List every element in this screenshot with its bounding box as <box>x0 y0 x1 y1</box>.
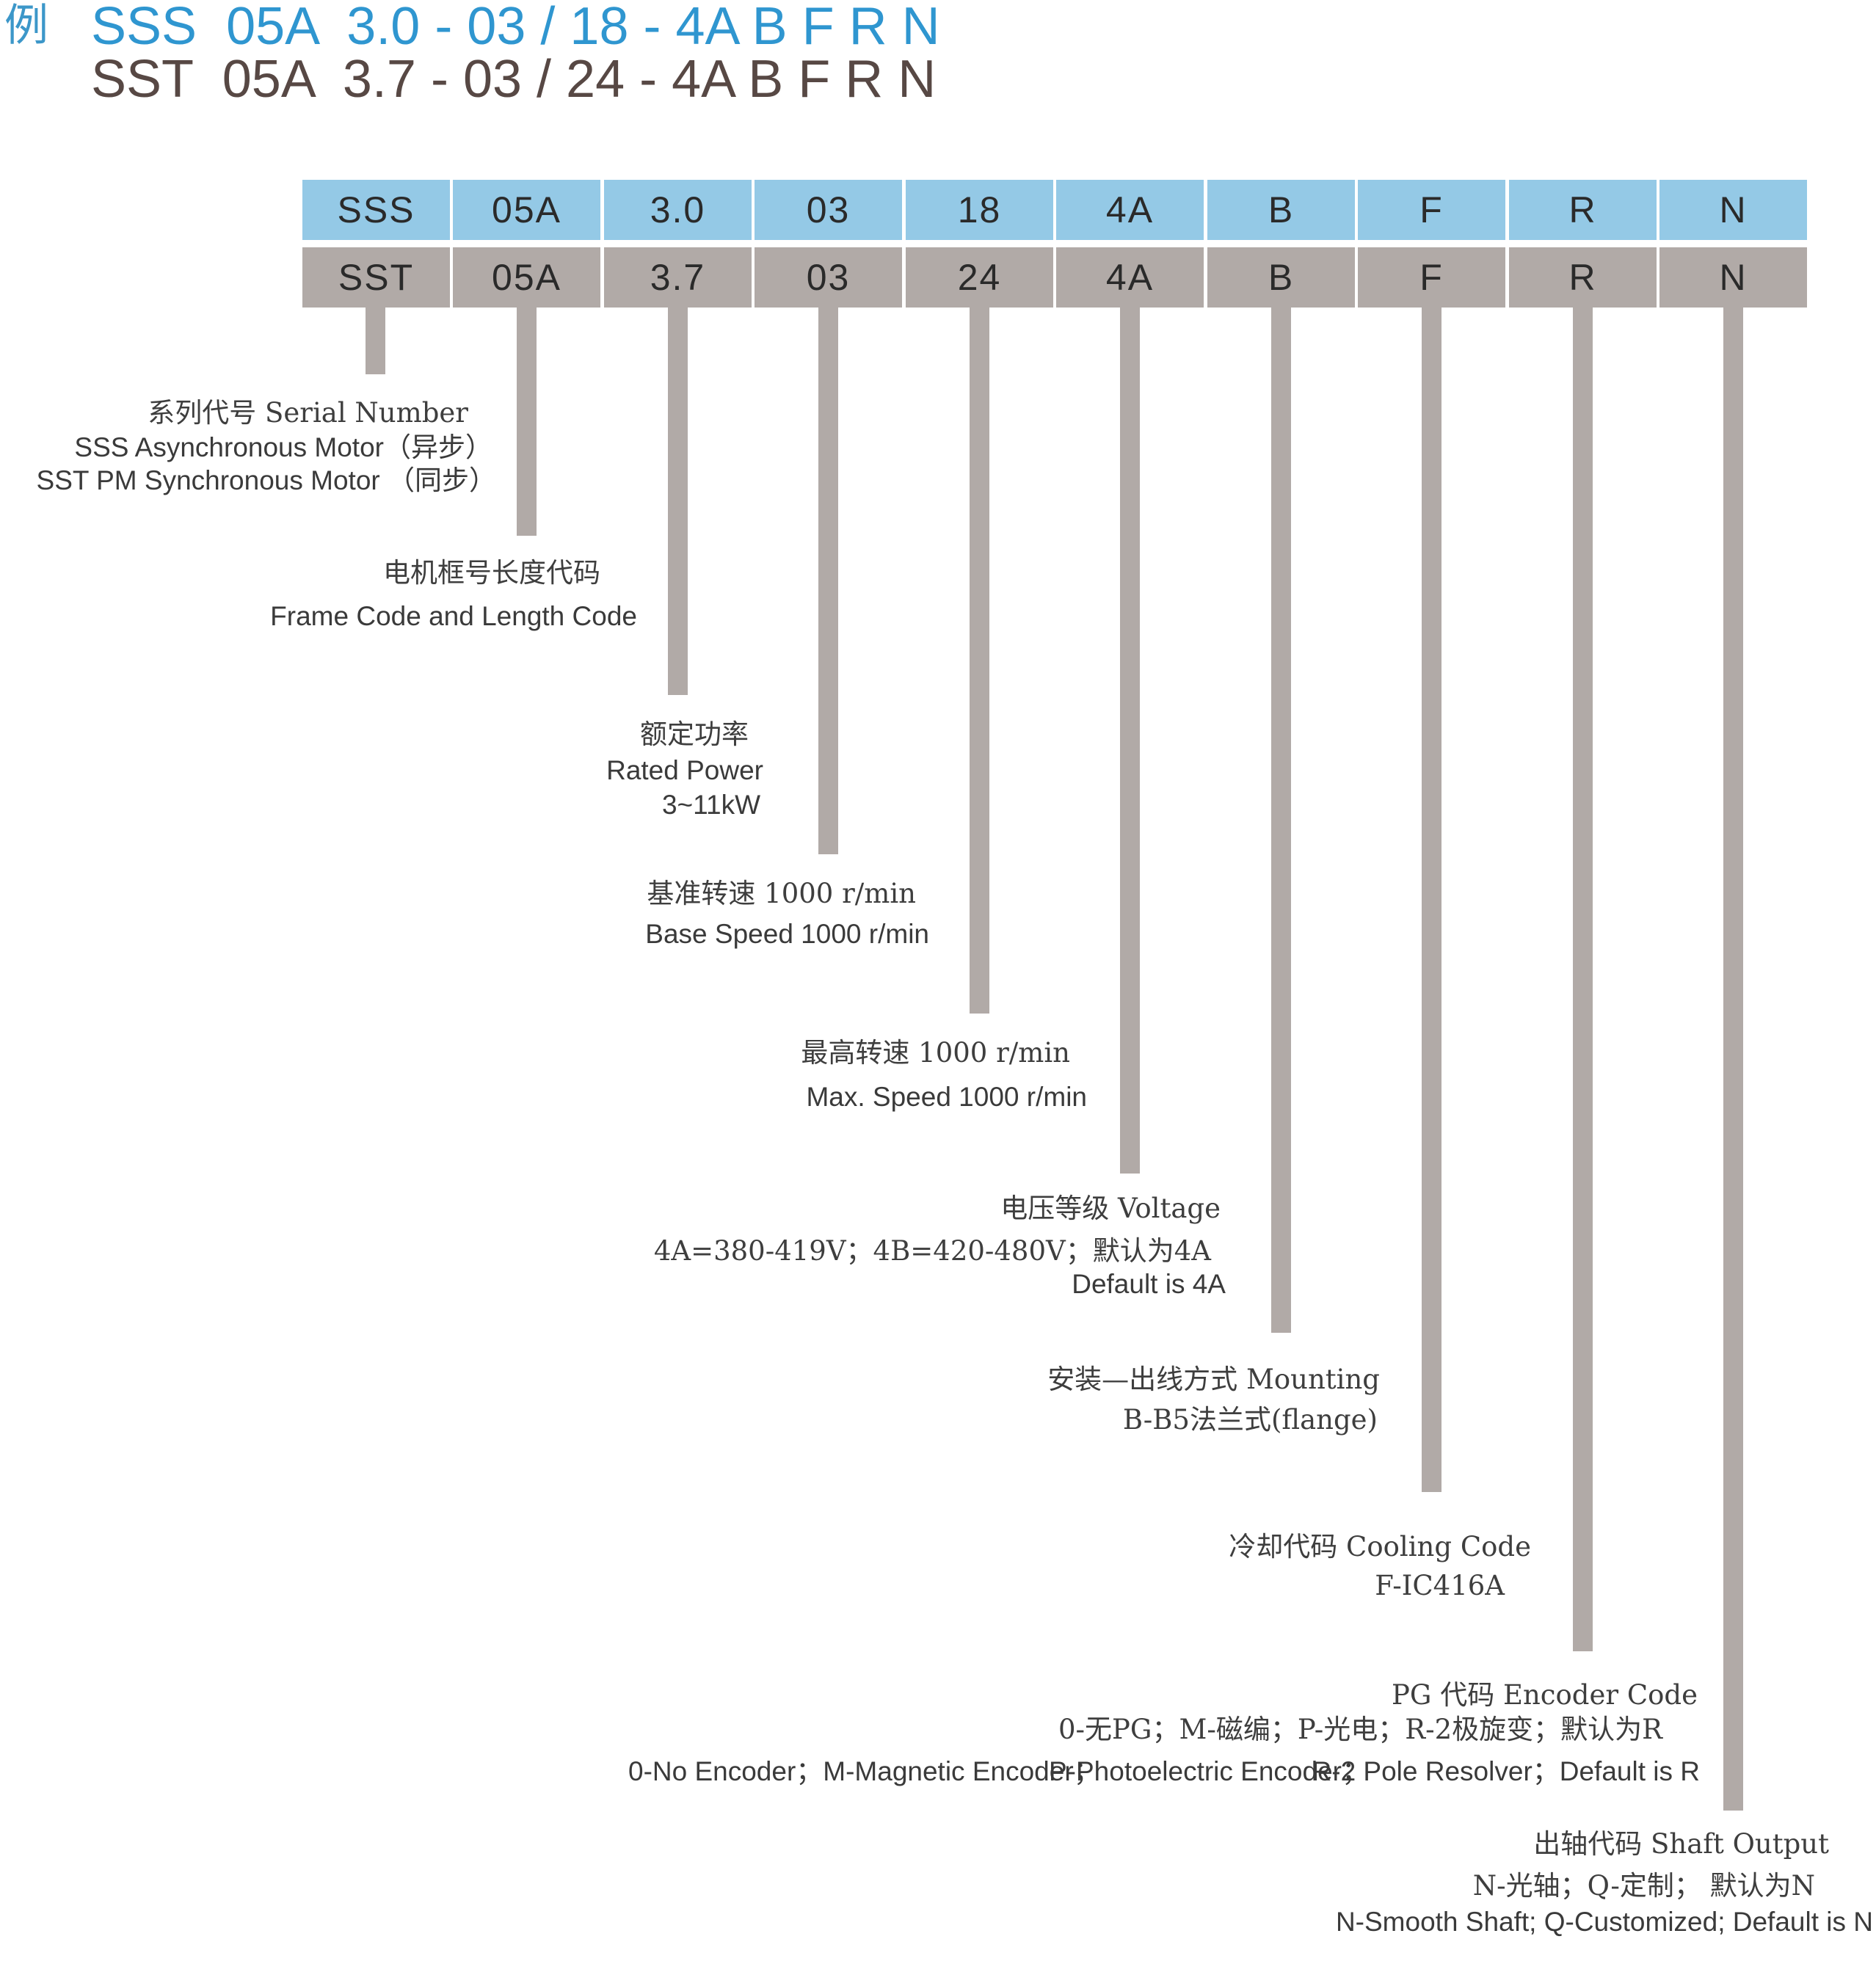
code-cell-voltage-top: 4A <box>1056 180 1204 240</box>
encoder-title: PG 代码 Encoder Code <box>1391 1679 1698 1711</box>
code-cell-base-speed-top: 03 <box>755 180 902 240</box>
mounting-title: 安装—出线方式 Mounting <box>1047 1364 1380 1395</box>
frame-code-title-en: Frame Code and Length Code <box>270 601 637 631</box>
serial-number-title: 系列代号 Serial Number <box>148 397 468 429</box>
code-cell-max-speed-top: 18 <box>906 180 1053 240</box>
max-speed-cn: 最高转速 1000 r/min <box>801 1037 1070 1069</box>
shaft-options-cn: N-光轴；Q-定制； 默认为N <box>1472 1870 1815 1902</box>
encoder-options-en-2: P-Photoelectric Encoder； <box>1049 1756 1369 1786</box>
mounting-option: B-B5法兰式(flange) <box>1122 1404 1378 1436</box>
example-mark: 例 <box>4 0 48 51</box>
rated-power-title-cn: 额定功率 <box>640 718 749 750</box>
connector-cooling <box>1422 308 1441 1492</box>
connector-encoder <box>1573 308 1593 1651</box>
connector-max-speed <box>970 308 989 1014</box>
connector-voltage <box>1120 308 1140 1174</box>
code-cell-power-bottom: 3.7 <box>604 247 752 308</box>
shaft-title: 出轴代码 Shaft Output <box>1533 1828 1829 1860</box>
serial-number-sst: SST PM Synchronous Motor （同步） <box>36 465 496 495</box>
code-cell-voltage-bottom: 4A <box>1056 247 1204 308</box>
code-cell-power-top: 3.0 <box>604 180 752 240</box>
code-cell-frame-bottom: 05A <box>453 247 600 308</box>
code-cell-mounting-bottom: B <box>1207 247 1355 308</box>
code-cell-cooling-top: F <box>1358 180 1505 240</box>
frame-code-title-cn: 电机框号长度代码 <box>383 557 600 589</box>
code-cell-encoder-bottom: R <box>1509 247 1657 308</box>
code-cell-cooling-bottom: F <box>1358 247 1505 308</box>
rated-power-title-en: Rated Power <box>606 755 763 785</box>
voltage-default: Default is 4A <box>1072 1269 1226 1299</box>
code-cell-base-speed-bottom: 03 <box>755 247 902 308</box>
connector-frame <box>517 308 537 536</box>
code-cell-encoder-top: R <box>1509 180 1657 240</box>
code-cell-shaft-bottom: N <box>1659 247 1807 308</box>
voltage-options: 4A=380-419V；4B=420-480V；默认为4A <box>653 1235 1211 1267</box>
serial-number-sss: SSS Asynchronous Motor（异步） <box>74 432 492 462</box>
code-cell-series-top: SSS <box>302 180 450 240</box>
connector-base-speed <box>818 308 838 854</box>
code-cell-frame-top: 05A <box>453 180 600 240</box>
connector-power <box>668 308 688 695</box>
base-speed-en: Base Speed 1000 r/min <box>645 919 929 949</box>
code-cell-series-bottom: SST <box>302 247 450 308</box>
code-cell-shaft-top: N <box>1659 180 1807 240</box>
cooling-option: F-IC416A <box>1375 1570 1505 1601</box>
rated-power-range: 3~11kW <box>661 790 760 820</box>
connector-shaft <box>1723 308 1743 1811</box>
code-example-sst: SST 05A 3.7 - 03 / 24 - 4A B F R N <box>91 50 937 109</box>
max-speed-en: Max. Speed 1000 r/min <box>806 1082 1087 1112</box>
shaft-options-en: N-Smooth Shaft; Q-Customized; Default is… <box>1335 1907 1873 1937</box>
encoder-options-en-1: 0-No Encoder；M-Magnetic Encoder； <box>628 1756 1101 1786</box>
code-cell-mounting-top: B <box>1207 180 1355 240</box>
encoder-options-en-3: R-2 Pole Resolver；Default is R <box>1312 1756 1700 1786</box>
voltage-title: 电压等级 Voltage <box>1000 1193 1221 1224</box>
cooling-title: 冷却代码 Cooling Code <box>1229 1531 1531 1562</box>
encoder-options-cn: 0-无PG；M-磁编；P-光电；R-2极旋变；默认为R <box>1058 1714 1662 1745</box>
connector-series <box>366 308 385 374</box>
code-cell-max-speed-bottom: 24 <box>906 247 1053 308</box>
code-example-sss: SSS 05A 3.0 - 03 / 18 - 4A B F R N <box>91 0 940 56</box>
connector-mounting <box>1271 308 1291 1333</box>
base-speed-cn: 基准转速 1000 r/min <box>647 878 916 909</box>
